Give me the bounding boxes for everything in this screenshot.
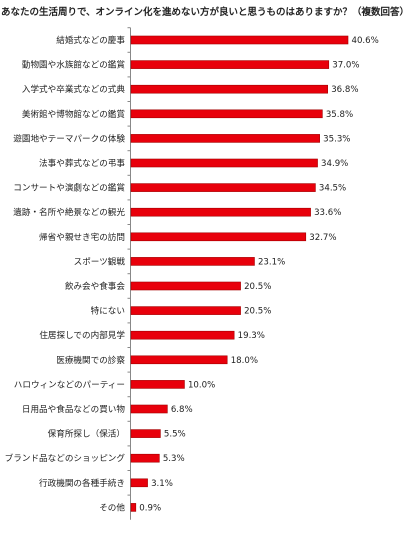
- category-label: 法事や葬式などの弔事: [39, 157, 125, 169]
- data-label: 35.8%: [326, 110, 353, 120]
- category-label: 飲み会や食事会: [65, 280, 126, 292]
- category-label: 住居探しでの内部見学: [39, 329, 125, 341]
- category-label: 入学式や卒業式などの式典: [22, 83, 126, 95]
- category-label: 遺跡・名所や絶景などの観光: [13, 206, 125, 218]
- bar: [130, 232, 307, 242]
- category-label: 医療機関での診察: [56, 354, 125, 366]
- category-label: コンサートや演劇などの鑑賞: [13, 182, 125, 194]
- data-label: 19.3%: [238, 331, 265, 341]
- bar: [130, 35, 349, 45]
- data-label: 5.5%: [164, 430, 186, 440]
- data-label: 5.3%: [163, 454, 185, 464]
- bar: [130, 183, 316, 192]
- data-label: 10.0%: [188, 380, 215, 390]
- category-label: 日用品や食品などの買い物: [22, 403, 126, 415]
- bar: [130, 330, 235, 340]
- data-label: 33.6%: [314, 208, 341, 218]
- bar: [130, 257, 255, 266]
- data-label: 0.9%: [139, 503, 161, 513]
- bar: [130, 281, 241, 291]
- category-label: 特にない: [91, 305, 125, 317]
- data-label: 36.8%: [331, 85, 358, 95]
- data-label: 40.6%: [352, 36, 379, 46]
- bar: [130, 109, 323, 119]
- data-label: 20.5%: [244, 307, 271, 317]
- bar: [130, 453, 160, 463]
- data-label: 35.3%: [323, 134, 350, 144]
- data-label: 34.9%: [321, 159, 348, 169]
- bar: [130, 478, 148, 488]
- category-label: ハロウィンなどのパーティー: [14, 379, 125, 390]
- chart-title: あなたの生活周りで、オンライン化を進めない方が良いと思うものはありますか？（複数…: [0, 7, 410, 18]
- data-label: 18.0%: [231, 356, 258, 366]
- bar: [130, 207, 311, 217]
- data-label: 23.1%: [258, 257, 285, 267]
- bar: [130, 84, 328, 94]
- category-label: 美術館や博物館などの鑑賞: [22, 108, 126, 120]
- bar: [130, 503, 137, 512]
- data-label: 34.5%: [319, 184, 346, 194]
- category-label: 結婚式などの慶事: [56, 34, 125, 46]
- bar: [130, 404, 168, 414]
- bar: [130, 380, 185, 389]
- data-label: 6.8%: [171, 405, 193, 415]
- category-label: 遊園地やテーマパークの体験: [13, 132, 125, 144]
- bar: [130, 158, 318, 168]
- bar: [130, 306, 241, 315]
- category-label: その他: [99, 501, 125, 513]
- category-label: 行政機関の各種手続き: [39, 477, 125, 489]
- bar: [130, 134, 320, 143]
- bar: [130, 429, 161, 438]
- bar: [130, 60, 330, 69]
- category-label: 動物園や水族館などの鑑賞: [22, 59, 126, 71]
- category-label: スポーツ観戦: [74, 255, 126, 267]
- category-label: 保育所探し（保活）: [48, 428, 125, 440]
- data-label: 32.7%: [309, 233, 336, 243]
- data-label: 37.0%: [332, 61, 359, 71]
- data-label: 3.1%: [151, 479, 173, 489]
- category-label: 帰省や親せき宅の訪問: [39, 231, 125, 243]
- category-label: ブランド品などのショッピング: [5, 452, 126, 464]
- bar: [130, 355, 228, 365]
- data-label: 20.5%: [244, 282, 271, 292]
